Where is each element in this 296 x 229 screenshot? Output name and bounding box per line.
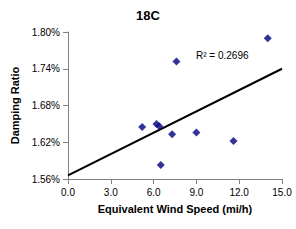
svg-text:1.68%: 1.68% — [32, 100, 60, 111]
svg-text:1.74%: 1.74% — [32, 63, 60, 74]
svg-text:R² = 0.2696: R² = 0.2696 — [196, 50, 249, 61]
svg-text:12.0: 12.0 — [229, 187, 249, 198]
svg-text:Equivalent Wind Speed (mi/h): Equivalent Wind Speed (mi/h) — [98, 203, 253, 215]
svg-text:15.0: 15.0 — [272, 187, 292, 198]
svg-text:1.62%: 1.62% — [32, 137, 60, 148]
svg-text:1.56%: 1.56% — [32, 174, 60, 185]
svg-text:3.0: 3.0 — [104, 187, 118, 198]
svg-text:1.80%: 1.80% — [32, 27, 60, 38]
svg-text:0.0: 0.0 — [61, 187, 75, 198]
svg-text:6.0: 6.0 — [147, 187, 161, 198]
svg-text:Damping Ratio: Damping Ratio — [9, 66, 21, 144]
svg-text:18C: 18C — [136, 8, 160, 23]
svg-text:9.0: 9.0 — [189, 187, 203, 198]
